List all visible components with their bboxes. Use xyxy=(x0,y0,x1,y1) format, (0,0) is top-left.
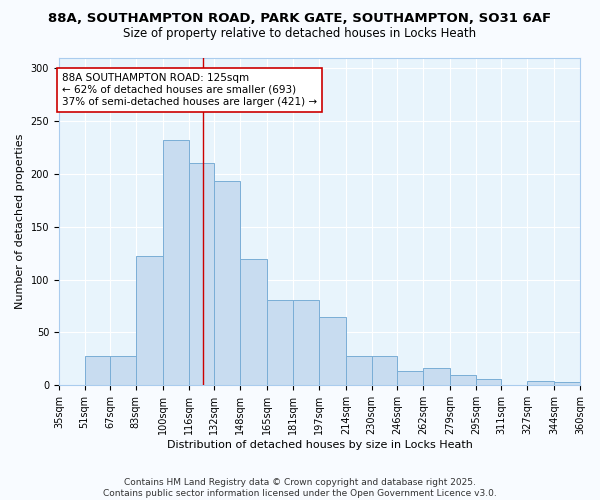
Bar xyxy=(163,140,189,386)
Bar xyxy=(346,356,371,386)
Text: 88A, SOUTHAMPTON ROAD, PARK GATE, SOUTHAMPTON, SO31 6AF: 88A, SOUTHAMPTON ROAD, PARK GATE, SOUTHA… xyxy=(49,12,551,26)
Bar xyxy=(371,356,397,386)
Y-axis label: Number of detached properties: Number of detached properties xyxy=(15,134,25,309)
Bar xyxy=(240,260,268,386)
Bar xyxy=(85,356,110,386)
X-axis label: Distribution of detached houses by size in Locks Heath: Distribution of detached houses by size … xyxy=(167,440,472,450)
Text: Size of property relative to detached houses in Locks Heath: Size of property relative to detached ho… xyxy=(124,28,476,40)
Bar xyxy=(319,316,346,386)
Bar xyxy=(450,375,476,386)
Bar xyxy=(214,181,240,386)
Text: Contains HM Land Registry data © Crown copyright and database right 2025.
Contai: Contains HM Land Registry data © Crown c… xyxy=(103,478,497,498)
Bar xyxy=(110,356,136,386)
Bar xyxy=(423,368,450,386)
Bar xyxy=(293,300,319,386)
Bar xyxy=(136,256,163,386)
Text: 88A SOUTHAMPTON ROAD: 125sqm
← 62% of detached houses are smaller (693)
37% of s: 88A SOUTHAMPTON ROAD: 125sqm ← 62% of de… xyxy=(62,74,317,106)
Bar xyxy=(476,379,502,386)
Bar xyxy=(397,370,423,386)
Bar xyxy=(189,164,214,386)
Bar xyxy=(268,300,293,386)
Bar xyxy=(554,382,580,386)
Bar xyxy=(527,381,554,386)
